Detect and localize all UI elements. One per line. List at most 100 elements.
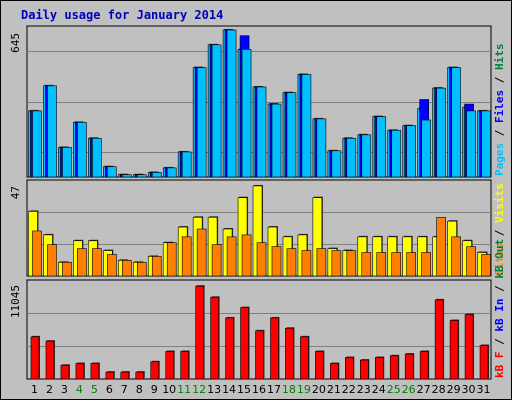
sites-bar-day-17 <box>271 246 282 277</box>
sites-bar-day-16 <box>256 242 267 277</box>
sites-bar-day-11 <box>181 236 192 277</box>
sites-bar-day-25 <box>391 252 402 277</box>
sites-bar-day-28 <box>436 216 446 277</box>
x-tick-label: 17 <box>267 383 281 396</box>
x-tick-label: 28 <box>432 383 446 396</box>
kbf-bar-day-8 <box>135 371 145 380</box>
sites-bar-day-15 <box>241 234 252 277</box>
kbf-bar-day-30 <box>464 314 474 380</box>
kbf-bar-day-14 <box>225 317 234 380</box>
pages-bar-day-22 <box>346 137 357 178</box>
legend-kbout: kB Out <box>493 239 506 279</box>
sites-bar-day-19 <box>301 250 312 277</box>
sites-bar-day-24 <box>376 252 387 277</box>
legend-kbin: kB In <box>493 299 506 332</box>
kbf-bar-day-9 <box>150 361 160 380</box>
bars-layer <box>27 29 491 380</box>
kbf-bar-day-22 <box>345 357 354 380</box>
pages-bar-day-9 <box>151 172 162 178</box>
pages-bar-day-18 <box>286 92 297 178</box>
kbf-bar-day-17 <box>270 317 279 380</box>
x-tick-label: 16 <box>252 383 266 396</box>
kbf-bar-day-16 <box>255 330 264 380</box>
sites-bar-day-12 <box>196 228 207 277</box>
pages-bar-day-17 <box>271 103 282 178</box>
sites-bar-day-31 <box>481 254 491 277</box>
x-tick-label: 31 <box>477 383 491 396</box>
sites-bar-day-22 <box>346 250 357 277</box>
pages-bar-day-11 <box>181 151 192 178</box>
x-tick-label: 4 <box>76 383 83 396</box>
sites-bar-day-7 <box>122 260 132 277</box>
x-tick-label: 15 <box>237 383 251 396</box>
top-ymax-label: 645 <box>9 33 22 53</box>
x-tick-label: 13 <box>207 383 221 396</box>
kbf-bar-day-7 <box>120 371 130 380</box>
kbf-bar-day-11 <box>180 351 189 380</box>
x-tick-label: 9 <box>151 383 158 396</box>
sites-bar-day-18 <box>286 248 297 277</box>
x-tick-label: 24 <box>372 383 386 396</box>
pages-bar-day-2 <box>47 85 57 178</box>
pages-bar-day-26 <box>406 125 416 178</box>
x-tick-label: 5 <box>91 383 98 396</box>
pages-bar-day-20 <box>316 118 327 178</box>
pages-bar-day-23 <box>361 134 372 178</box>
kbf-bar-day-4 <box>75 363 85 380</box>
sites-bar-day-1 <box>32 230 42 277</box>
x-tick-label: 7 <box>121 383 128 396</box>
kbf-bar-day-24 <box>374 357 384 380</box>
kbf-bar-day-18 <box>285 327 294 380</box>
pages-bar-day-5 <box>92 137 102 178</box>
pages-bar-day-15 <box>241 49 252 178</box>
middle-ymax-label: 47 <box>9 186 22 199</box>
kbf-bar-day-12 <box>195 285 204 380</box>
sites-bar-day-6 <box>107 254 117 277</box>
pages-bar-day-7 <box>122 174 132 178</box>
x-tick-label: 3 <box>61 383 68 396</box>
kbf-bar-day-5 <box>90 363 100 380</box>
sites-bar-day-20 <box>316 248 327 277</box>
sites-bar-day-8 <box>136 261 147 277</box>
legend-pages: Pages <box>493 143 506 176</box>
kbf-bar-day-2 <box>45 340 55 380</box>
pages-bar-day-1 <box>32 110 42 178</box>
kbf-bar-day-10 <box>165 351 175 380</box>
legend-hits: Hits <box>493 44 506 71</box>
pages-bar-day-29 <box>451 67 461 178</box>
kbf-bar-day-27 <box>419 351 429 380</box>
pages-bar-day-30 <box>466 110 476 178</box>
legend-kbf: kB F <box>493 352 506 379</box>
pages-bar-day-13 <box>211 44 222 178</box>
pages-bar-day-24 <box>376 116 387 178</box>
kbf-bar-day-23 <box>359 359 369 380</box>
kbf-bar-day-1 <box>30 336 40 380</box>
sites-bar-day-21 <box>331 250 342 277</box>
kbf-bar-day-6 <box>105 371 115 380</box>
x-tick-label: 10 <box>162 383 176 396</box>
kbf-bar-day-3 <box>60 364 70 380</box>
x-tick-label: 21 <box>327 383 341 396</box>
x-tick-label: 14 <box>222 383 236 396</box>
kbf-bar-day-26 <box>404 353 414 380</box>
legend-sites: Sites <box>493 243 506 276</box>
chart-title: Daily usage for January 2014 <box>21 8 223 22</box>
pages-bar-day-8 <box>136 174 147 178</box>
kbf-bar-day-20 <box>315 351 324 380</box>
kbf-bar-day-28 <box>434 299 444 380</box>
bottom-side-legend: kB F / kB In / kB Out <box>493 239 506 378</box>
pages-bar-day-16 <box>256 86 267 178</box>
sites-bar-day-5 <box>92 248 102 277</box>
x-tick-label: 26 <box>402 383 416 396</box>
sites-bar-day-2 <box>47 244 57 277</box>
x-tick-label: 29 <box>447 383 461 396</box>
x-tick-label: 19 <box>297 383 311 396</box>
sites-bar-day-14 <box>226 236 237 277</box>
x-axis-labels: 1 2 3 4 5 6 7 8 9 10 11 12 13 14 15 16 17 18 19 20 21 22 23 24 2… <box>31 383 491 396</box>
kbf-bar-day-29 <box>449 320 459 380</box>
pages-bar-day-10 <box>166 167 177 178</box>
pages-bar-day-27 <box>421 119 431 178</box>
kbf-bar-day-21 <box>330 363 339 380</box>
sites-bar-day-9 <box>151 256 162 277</box>
